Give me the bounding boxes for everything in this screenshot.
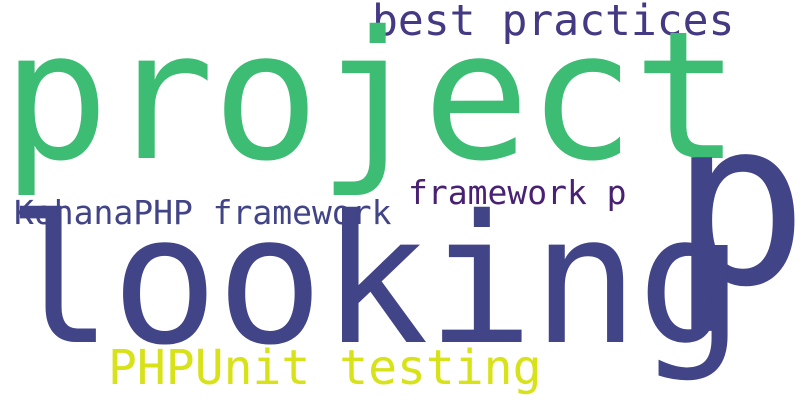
word-looking: looking: [6, 177, 744, 384]
word-framework-p: framework p: [408, 173, 627, 212]
word-p: p: [670, 71, 800, 338]
word-phpunit-testing: PHPUnit testing: [108, 340, 542, 396]
word-kohanaphp-framework: KohanaPHP framework: [14, 193, 392, 232]
word-best-practices: best practices: [372, 0, 735, 46]
word-project: project: [2, 0, 740, 200]
